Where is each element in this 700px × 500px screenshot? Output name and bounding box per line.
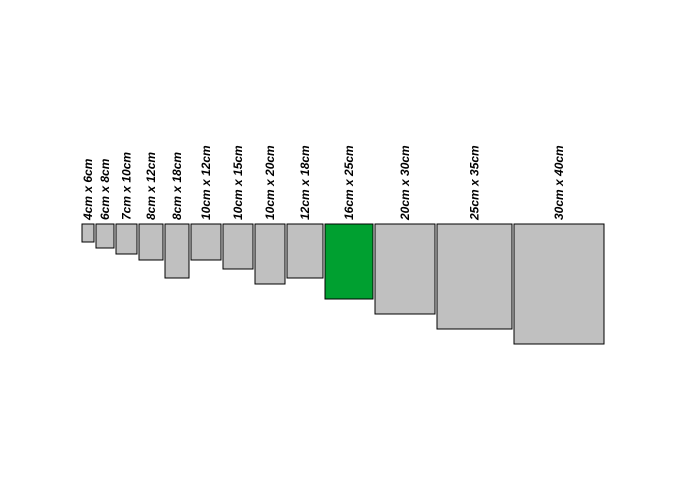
size-rect <box>95 223 115 249</box>
size-label: 20cm x 30cm <box>398 145 412 221</box>
size-rect <box>190 223 222 261</box>
size-rect <box>513 223 605 345</box>
size-rect <box>81 223 95 243</box>
size-label: 30cm x 40cm <box>552 145 566 220</box>
size-label: 10cm x 20cm <box>263 145 277 220</box>
size-label: 10cm x 12cm <box>199 145 213 220</box>
size-rect <box>138 223 164 261</box>
size-label: 8cm x 12cm <box>144 152 158 220</box>
size-label: 25cm x 35cm <box>468 145 482 221</box>
size-label: 7cm x 10cm <box>120 152 134 220</box>
size-rect <box>436 223 513 330</box>
size-rect <box>254 223 286 285</box>
size-rect <box>222 223 254 270</box>
size-rect <box>115 223 138 255</box>
size-label: 6cm x 8cm <box>98 158 112 220</box>
size-labels: 4cm x 6cm 6cm x 8cm 7cm x 10cm 8cm x 12cm 8c… <box>81 145 566 221</box>
size-rectangles <box>81 223 605 345</box>
size-label: 16cm x 25cm <box>342 145 356 220</box>
size-label: 4cm x 6cm <box>81 158 95 221</box>
size-rect <box>164 223 190 279</box>
size-label: 12cm x 18cm <box>298 145 312 220</box>
size-label: 8cm x 18cm <box>170 152 184 220</box>
size-rect-highlighted <box>324 223 374 300</box>
size-label: 10cm x 15cm <box>231 145 245 220</box>
size-rect <box>286 223 324 279</box>
size-rect <box>374 223 436 315</box>
